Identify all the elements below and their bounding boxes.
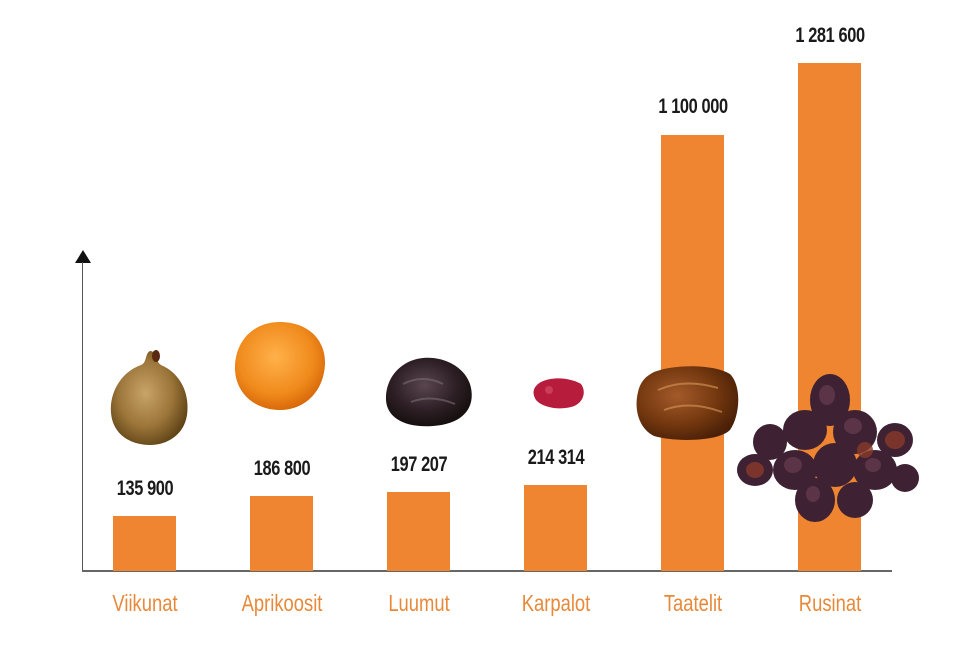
bar-aprikoosit: [250, 496, 313, 571]
dried-fig-icon: [110, 350, 188, 445]
value-label-taatelit: 1 100 000: [658, 95, 728, 118]
category-label-karpalot: Karpalot: [521, 590, 591, 616]
category-label-rusinat: Rusinat: [798, 590, 862, 616]
prune-icon: [385, 357, 472, 427]
raisins-icon: [737, 374, 919, 522]
y-axis-arrow-icon: [75, 250, 91, 263]
bar-karpalot: [524, 485, 587, 571]
category-label-viikunat: Viikunat: [112, 590, 178, 616]
y-axis: [82, 262, 83, 571]
value-label-luumut: 197 207: [390, 453, 448, 476]
category-label-luumut: Luumut: [388, 590, 450, 616]
dried-apricot-icon: [234, 322, 326, 410]
bar-viikunat: [113, 516, 176, 571]
dried-cranberry-icon: [533, 378, 584, 409]
value-label-aprikoosit: 186 800: [253, 457, 311, 480]
bar-luumut: [387, 492, 450, 571]
date-icon: [636, 366, 739, 440]
category-label-taatelit: Taatelit: [663, 590, 723, 616]
x-axis: [82, 570, 892, 572]
value-label-rusinat: 1 281 600: [795, 24, 865, 47]
category-label-aprikoosit: Aprikoosit: [241, 590, 323, 616]
value-label-karpalot: 214 314: [527, 446, 585, 469]
value-label-viikunat: 135 900: [116, 477, 174, 500]
bar-taatelit: [661, 135, 724, 571]
